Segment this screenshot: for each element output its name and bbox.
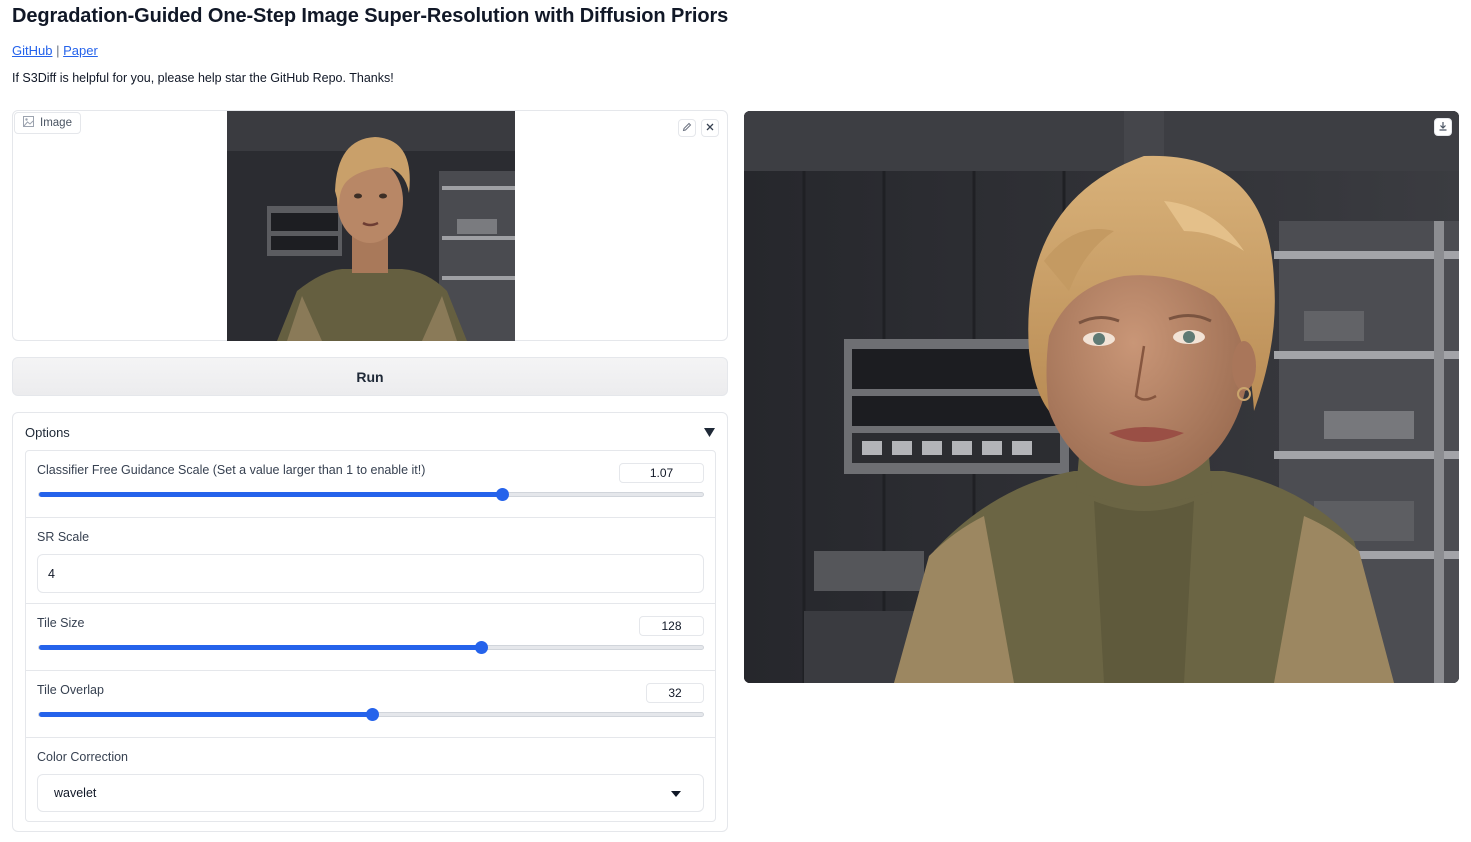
tile-overlap-row: Tile Overlap 32 [26,671,715,738]
star-note: If S3Diff is helpful for you, please hel… [12,71,394,85]
color-correction-label: Color Correction [37,750,129,764]
paper-link[interactable]: Paper [63,43,98,58]
tile-size-slider[interactable] [38,641,704,654]
page-title: Degradation-Guided One-Step Image Super-… [12,5,729,27]
tile-overlap-slider-thumb[interactable] [366,708,380,721]
sr-scale-input[interactable]: 4 [37,554,704,593]
tile-size-label: Tile Size [37,616,85,630]
output-image-panel [744,111,1459,683]
sr-scale-label: SR Scale [37,530,90,544]
cfg-scale-input[interactable]: 1.07 [619,463,704,483]
output-image [744,111,1459,683]
tile-size-slider-thumb[interactable] [474,641,488,654]
header-links: GitHub | Paper [12,43,98,58]
cfg-scale-slider-fill [39,492,502,497]
color-correction-dropdown[interactable]: wavelet [37,774,704,812]
image-label-chip: Image [14,112,81,134]
triangle-down-icon [704,425,715,440]
run-button[interactable]: Run [12,357,728,396]
options-title: Options [25,424,70,440]
options-accordion: Options Classifier Free Guidance Scale (… [12,412,728,832]
close-icon [705,119,715,137]
cfg-scale-slider[interactable] [38,488,704,501]
tile-overlap-label: Tile Overlap [37,683,104,697]
tile-size-input[interactable]: 128 [639,616,704,636]
tile-overlap-slider[interactable] [38,708,704,721]
link-separator: | [56,43,60,58]
tile-overlap-input[interactable]: 32 [646,683,704,703]
options-header[interactable]: Options [13,413,727,451]
github-link[interactable]: GitHub [12,43,53,58]
options-body: Classifier Free Guidance Scale (Set a va… [25,450,716,822]
tile-overlap-slider-fill [39,712,373,717]
edit-button[interactable] [678,119,696,137]
tile-size-slider-fill [39,645,481,650]
image-label: Image [40,117,72,129]
input-image [227,111,515,341]
cfg-scale-slider-thumb[interactable] [495,488,509,501]
input-image-panel[interactable]: Image [12,110,728,341]
cfg-scale-row: Classifier Free Guidance Scale (Set a va… [26,451,715,518]
clear-image-button[interactable] [701,119,719,137]
cfg-scale-label: Classifier Free Guidance Scale (Set a va… [37,463,426,477]
color-correction-row: Color Correction wavelet [26,738,715,822]
tile-size-row: Tile Size 128 [26,604,715,671]
color-correction-value: wavelet [54,786,97,800]
edit-icon [682,119,692,137]
caret-down-icon [671,786,681,800]
sr-scale-row: SR Scale 4 [26,518,715,604]
image-icon [23,116,34,130]
download-icon [1438,118,1448,136]
download-button[interactable] [1434,118,1452,136]
